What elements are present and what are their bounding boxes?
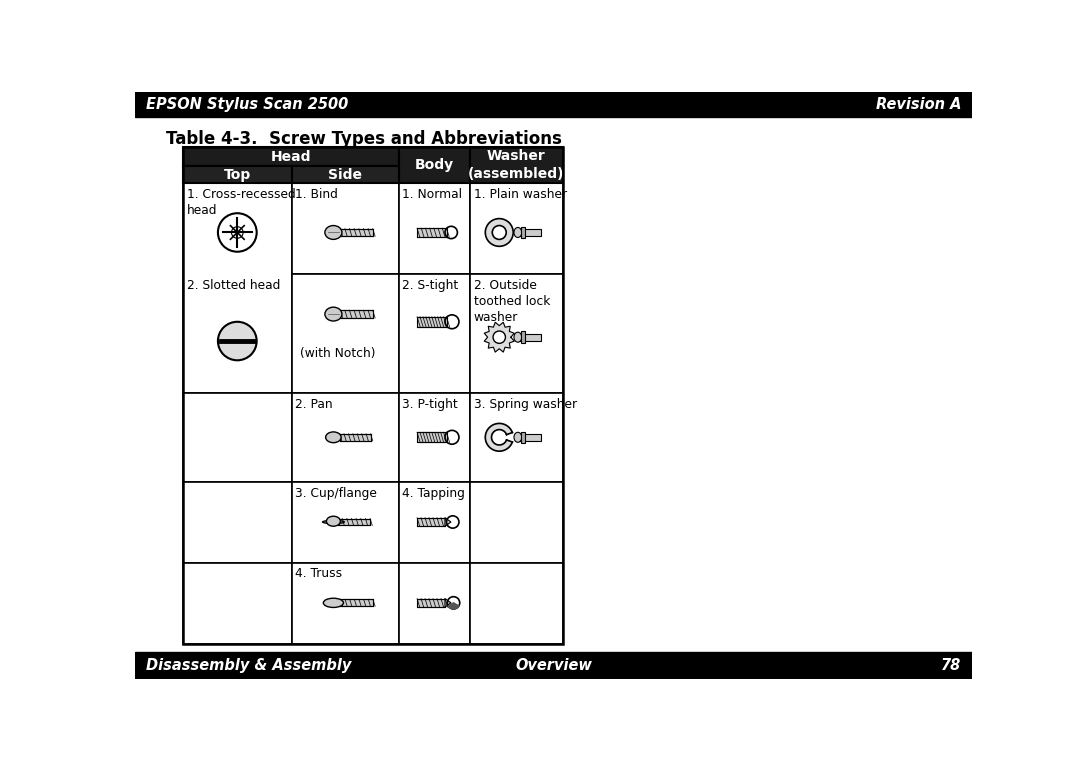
Text: 78: 78: [941, 658, 961, 673]
Text: 1. Normal: 1. Normal: [403, 188, 462, 201]
Bar: [417, 228, 446, 237]
Bar: [292, 183, 399, 274]
Bar: [183, 394, 292, 482]
Bar: [338, 519, 370, 526]
Ellipse shape: [514, 332, 522, 342]
Text: 2. Pan: 2. Pan: [296, 398, 333, 411]
Text: 4. Tapping: 4. Tapping: [403, 487, 465, 500]
Bar: [470, 147, 563, 183]
Bar: [183, 183, 292, 394]
Text: 3. Cup/flange: 3. Cup/flange: [296, 487, 377, 500]
Bar: [292, 166, 399, 183]
Bar: [399, 394, 470, 482]
Bar: [135, 92, 972, 117]
Bar: [517, 434, 541, 441]
Bar: [517, 229, 541, 236]
Text: 2. Slotted head: 2. Slotted head: [187, 278, 281, 291]
Polygon shape: [448, 603, 459, 609]
Bar: [399, 563, 470, 644]
Bar: [183, 166, 292, 183]
Bar: [399, 183, 470, 274]
Text: (with Notch): (with Notch): [300, 347, 376, 360]
Text: Head: Head: [270, 150, 311, 163]
Bar: [417, 317, 446, 327]
Bar: [339, 434, 370, 441]
Bar: [183, 147, 563, 644]
Bar: [292, 274, 399, 394]
Polygon shape: [445, 599, 451, 607]
Bar: [183, 147, 399, 166]
Ellipse shape: [325, 226, 342, 240]
Bar: [521, 432, 525, 443]
Bar: [417, 599, 445, 607]
Bar: [340, 229, 373, 237]
Circle shape: [218, 322, 257, 360]
Bar: [183, 482, 292, 563]
Bar: [399, 482, 470, 563]
Ellipse shape: [514, 227, 522, 237]
Bar: [183, 563, 292, 644]
Bar: [292, 394, 399, 482]
Ellipse shape: [323, 520, 345, 523]
Text: 3. Spring washer: 3. Spring washer: [474, 398, 577, 411]
Text: Body: Body: [415, 158, 454, 172]
Text: 3. P-tight: 3. P-tight: [403, 398, 458, 411]
Text: 1. Cross-recessed
head: 1. Cross-recessed head: [187, 188, 296, 217]
Bar: [292, 482, 399, 563]
Ellipse shape: [326, 517, 340, 526]
Circle shape: [485, 219, 513, 246]
Polygon shape: [484, 322, 514, 352]
Text: Table 4-3.  Screw Types and Abbreviations: Table 4-3. Screw Types and Abbreviations: [165, 130, 562, 148]
Bar: [470, 274, 563, 394]
Bar: [470, 563, 563, 644]
Bar: [470, 183, 563, 274]
Circle shape: [492, 226, 507, 240]
Bar: [399, 274, 470, 394]
Text: Overview: Overview: [515, 658, 592, 673]
Bar: [340, 600, 373, 607]
Bar: [399, 147, 470, 183]
Text: 2. Outside
toothed lock
washer: 2. Outside toothed lock washer: [474, 278, 550, 324]
Text: Top: Top: [224, 168, 251, 182]
Bar: [517, 333, 541, 340]
Polygon shape: [445, 518, 451, 526]
Bar: [417, 518, 445, 526]
Polygon shape: [485, 423, 512, 451]
Bar: [521, 227, 525, 238]
Bar: [292, 563, 399, 644]
Text: Disassembly & Assembly: Disassembly & Assembly: [146, 658, 351, 673]
Circle shape: [494, 331, 505, 343]
Ellipse shape: [323, 598, 343, 607]
Text: Side: Side: [328, 168, 362, 182]
Bar: [417, 433, 446, 443]
Text: 2. S-tight: 2. S-tight: [403, 278, 459, 291]
Ellipse shape: [325, 307, 342, 321]
Ellipse shape: [326, 432, 341, 443]
Text: 1. Plain washer: 1. Plain washer: [474, 188, 567, 201]
Bar: [470, 482, 563, 563]
Text: Revision A: Revision A: [876, 97, 961, 111]
Bar: [135, 652, 972, 679]
Text: 4. Truss: 4. Truss: [296, 568, 342, 581]
Bar: [521, 331, 525, 343]
Bar: [470, 394, 563, 482]
Text: 1. Bind: 1. Bind: [296, 188, 338, 201]
Text: Washer
(assembled): Washer (assembled): [468, 150, 565, 181]
Bar: [340, 311, 373, 318]
Text: EPSON Stylus Scan 2500: EPSON Stylus Scan 2500: [146, 97, 348, 111]
Ellipse shape: [514, 433, 522, 443]
